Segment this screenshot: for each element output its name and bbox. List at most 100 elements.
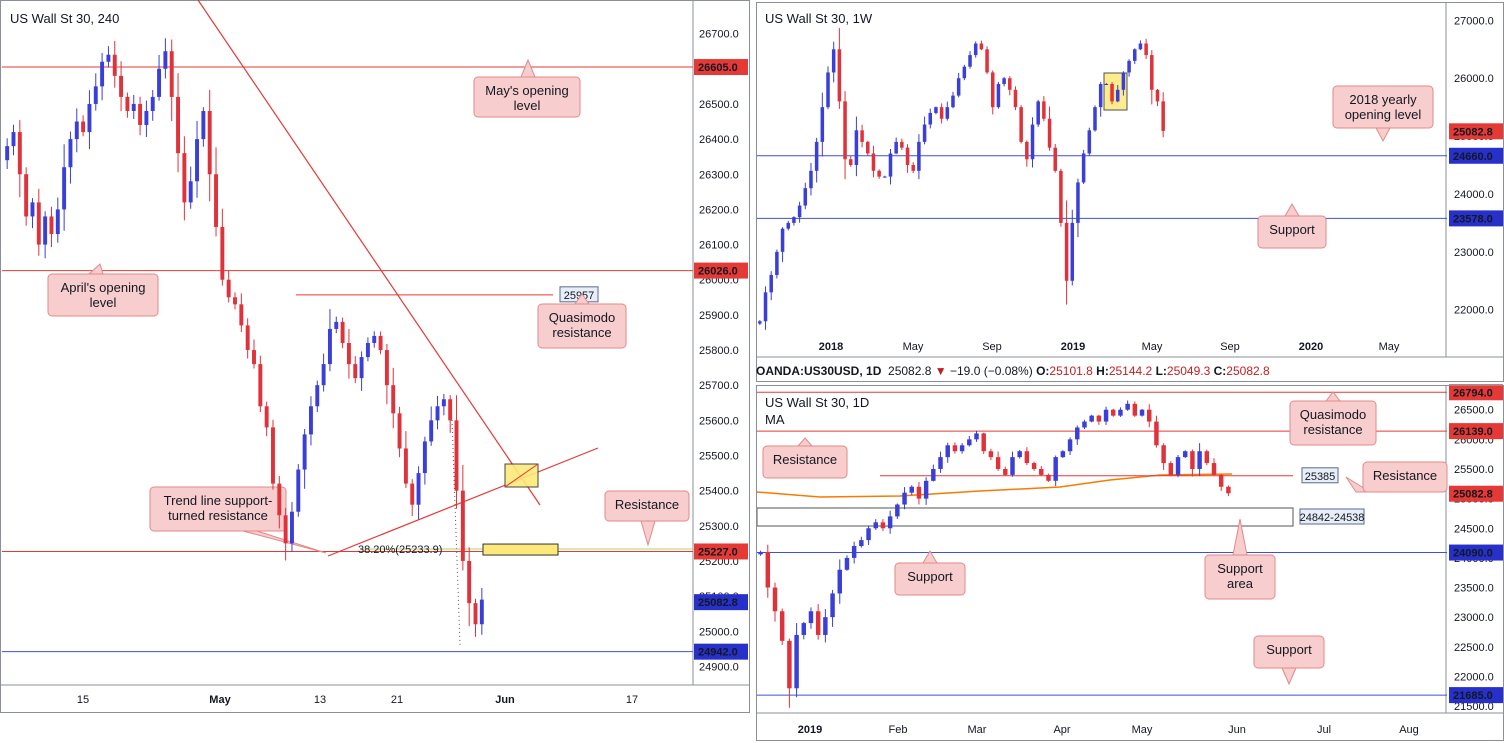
daily-candle-body: [945, 445, 950, 458]
daily-candle-body: [1017, 451, 1022, 458]
weekly-candle-body: [905, 147, 910, 166]
h4-candle-body: [302, 434, 307, 470]
daily-candle-body: [1182, 451, 1188, 458]
daily-candle-body: [1031, 463, 1037, 469]
daily-x-tick-label: Aug: [1399, 724, 1419, 736]
daily-support-area-value-text: 24842-24538: [1300, 512, 1365, 524]
weekly-callout-2018-yearly-text: opening level: [1345, 107, 1422, 122]
ohlc-low: 25049.3: [1166, 364, 1211, 378]
h4-y-tick-label: 25000.0: [699, 626, 739, 638]
h4-callout-quasimodo-box: [537, 303, 627, 349]
h4-y-tick-label: 25900.0: [699, 310, 739, 322]
weekly-candle-body: [769, 274, 773, 293]
weekly-y-tick-label: 26000.0: [1454, 73, 1494, 85]
h4-candle-body: [296, 469, 301, 512]
h4-confluence-diag: [504, 463, 539, 488]
daily-candle-body: [1190, 451, 1195, 469]
daily-candle-body: [772, 587, 778, 612]
daily-y-tick-label: 23000.0: [1454, 612, 1494, 624]
weekly-candle-body: [1132, 49, 1137, 61]
h4-candle-body: [5, 146, 10, 161]
h4-candle-body: [334, 321, 339, 329]
daily-candle-body: [794, 634, 799, 689]
weekly-candle-body: [1019, 107, 1023, 142]
daily-candle-body: [801, 623, 807, 635]
weekly-candle-body: [1098, 84, 1103, 108]
daily-candle-body: [1060, 451, 1066, 458]
daily-callout-resistance-right-text: Resistance: [1373, 468, 1437, 483]
weekly-x-tick-label: Sep: [1220, 341, 1240, 353]
weekly-candle-body: [758, 321, 762, 324]
daily-candle-body: [823, 617, 828, 635]
h4-y-tick-label: 25800.0: [699, 345, 739, 357]
weekly-candle-body: [1144, 43, 1148, 56]
weekly-candle-body: [871, 153, 876, 171]
weekly-candle-body: [780, 228, 785, 252]
weekly-y-tick-label: 23000.0: [1454, 247, 1494, 259]
daily-candle-body: [1089, 415, 1094, 422]
weekly-candle-body: [877, 170, 881, 177]
h4-candle-body: [460, 490, 465, 561]
daily-ma-indicator-label[interactable]: MA: [765, 412, 785, 427]
h4-candle-body: [378, 335, 383, 351]
weekly-candle-body: [894, 141, 898, 154]
h4-callout-aprils-opening-text: April's opening: [61, 280, 146, 295]
weekly-candle-body: [1064, 222, 1069, 281]
h4-candle-body: [283, 515, 288, 544]
daily-candle-body: [808, 611, 814, 624]
h4-candle-body: [55, 209, 60, 235]
weekly-candle-body: [854, 130, 859, 166]
h4-price-label-box: [694, 543, 748, 560]
h4-callout-aprils-opening-box: [47, 273, 159, 317]
daily-candle-body: [923, 480, 929, 499]
h4-y-tick-label: 26100.0: [699, 240, 739, 252]
weekly-candle-body: [1161, 101, 1165, 131]
ohlc-open: 25101.8: [1049, 364, 1093, 378]
weekly-candle-body: [1121, 72, 1126, 90]
weekly-candle-body: [1070, 222, 1075, 281]
h4-y-tick-label: 25300.0: [699, 521, 739, 533]
h4-quasimodo-value-label: 25957: [559, 286, 599, 303]
h4-candle-body: [24, 174, 29, 217]
daily-callout-resistance-right-box: [1362, 461, 1448, 493]
daily-callout-support-box: [894, 562, 966, 596]
daily-x-tick-label: 2019: [798, 724, 822, 736]
h4-x-tick-label: May: [209, 694, 231, 706]
h4-candle-body: [68, 139, 73, 168]
daily-candle-body: [1139, 409, 1145, 416]
h4-candle-body: [62, 167, 67, 210]
h4-candle-body: [131, 103, 136, 111]
weekly-y-tick-label: 24000.0: [1454, 189, 1494, 201]
h4-price-label-text: 25227.0: [698, 546, 738, 558]
weekly-candle-body: [1008, 78, 1012, 90]
daily-candle-body: [830, 593, 835, 618]
weekly-x-tick-label: Sep: [982, 341, 1002, 353]
weekly-x-tick-label: 2018: [819, 341, 843, 353]
weekly-candle-body: [843, 101, 847, 160]
ohlc-high-label: H:: [1096, 364, 1109, 378]
daily-x-tick-label: Jul: [1317, 724, 1331, 736]
daily-x-tick-label: Jun: [1228, 724, 1246, 736]
h4-candle-body: [372, 335, 377, 343]
weekly-x-tick-label: 2020: [1299, 341, 1323, 353]
daily-chart-panel[interactable]: [756, 385, 1504, 741]
daily-candle-body: [1010, 457, 1015, 475]
weekly-chart-panel[interactable]: [756, 2, 1504, 382]
weekly-candle-body: [797, 205, 802, 218]
weekly-candle-body: [1076, 182, 1080, 223]
h4-chart-panel[interactable]: [0, 0, 750, 713]
h4-price-label-text: 26026.0: [698, 266, 738, 278]
h4-price-label: 24942.0: [694, 643, 748, 660]
h4-candle-body: [49, 216, 54, 235]
weekly-candle-body: [979, 43, 984, 50]
h4-x-tick-label: 13: [314, 694, 326, 706]
daily-resistance-value-box: [1301, 467, 1339, 484]
h4-price-label-text: 24942.0: [698, 647, 738, 659]
daily-candle-body: [974, 433, 979, 440]
h4-fib-label: 38.20%(25233.9): [358, 544, 442, 556]
daily-resistance-value-text: 25385: [1305, 471, 1336, 483]
daily-candle-body: [931, 468, 936, 481]
